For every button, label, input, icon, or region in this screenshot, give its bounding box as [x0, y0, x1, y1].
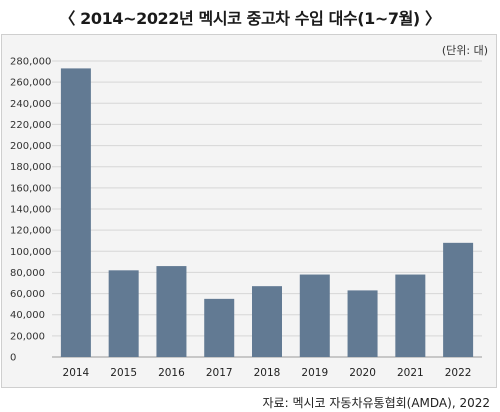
x-tick-label: 2019: [301, 367, 328, 379]
x-tick-label: 2016: [158, 367, 185, 379]
bar-2020: [347, 290, 378, 357]
bar-2018: [252, 286, 282, 357]
bar-2014: [60, 68, 91, 358]
y-tick-label: 220,000: [10, 120, 51, 131]
x-tick-label: 2017: [206, 367, 233, 379]
source-label: 자료: 멕시코 자동차유통협회(AMDA), 2022: [262, 396, 491, 410]
y-tick-label: 140,000: [10, 205, 51, 216]
x-tick-label: 2021: [397, 367, 424, 379]
bar-2019: [299, 274, 330, 357]
y-tick-label: 120,000: [10, 226, 51, 237]
x-tick-label: 2018: [254, 367, 281, 379]
unit-label: (단위: 대): [441, 44, 488, 57]
x-tick-label: 2022: [445, 367, 472, 379]
y-tick-label: 180,000: [10, 162, 51, 173]
bar-2021: [395, 274, 426, 357]
bar-2017: [204, 298, 235, 357]
x-tick-label: 2020: [349, 367, 376, 379]
bar-2015: [108, 270, 139, 357]
y-tick-label: 20,000: [10, 331, 45, 342]
y-tick-label: 280,000: [10, 57, 51, 68]
y-tick-label: 200,000: [10, 141, 51, 152]
y-tick-label: 240,000: [10, 99, 51, 110]
y-tick-label: 40,000: [10, 310, 45, 321]
bar-2022: [443, 242, 474, 357]
bar-2016: [156, 266, 187, 357]
y-tick-label: 60,000: [10, 289, 45, 300]
x-tick-label: 2015: [110, 367, 137, 379]
y-tick-label: 260,000: [10, 78, 51, 89]
y-tick-label: 80,000: [10, 268, 45, 279]
y-tick-label: 160,000: [10, 183, 51, 194]
bar-chart: 0 20,000 40,000 60,000 80,000 100,000 120,000 1…: [10, 57, 482, 379]
y-tick-label: 100,000: [10, 247, 51, 258]
x-tick-label: 2014: [63, 367, 90, 379]
chart-title-bar: 〈 2014~2022년 멕시코 중고차 수입 대수(1~7월) 〉: [0, 0, 500, 34]
y-tick-label: 0: [10, 353, 16, 364]
chart-title: 〈 2014~2022년 멕시코 중고차 수입 대수(1~7월) 〉: [59, 9, 441, 28]
